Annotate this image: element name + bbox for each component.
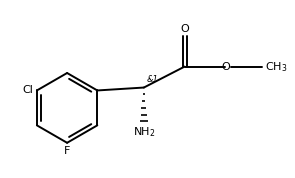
Text: CH$_3$: CH$_3$ xyxy=(266,60,288,74)
Text: NH$_2$: NH$_2$ xyxy=(132,125,155,138)
Text: Cl: Cl xyxy=(22,85,33,95)
Text: O: O xyxy=(221,62,230,72)
Text: F: F xyxy=(64,146,70,156)
Text: &1: &1 xyxy=(146,75,158,84)
Text: O: O xyxy=(180,24,189,34)
